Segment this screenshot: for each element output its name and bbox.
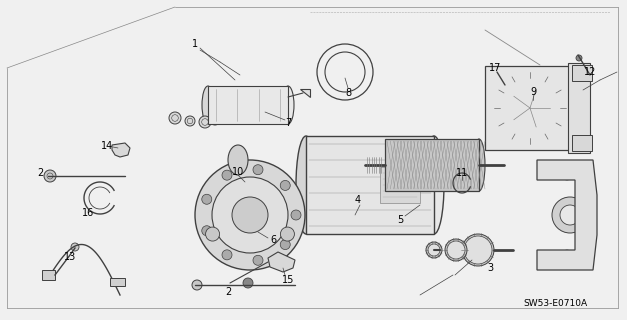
Circle shape — [317, 44, 373, 100]
Circle shape — [202, 226, 212, 236]
Circle shape — [280, 180, 290, 190]
Polygon shape — [537, 160, 597, 270]
Circle shape — [280, 240, 290, 250]
Circle shape — [506, 84, 554, 132]
Circle shape — [371, 211, 379, 219]
Text: 11: 11 — [456, 168, 468, 178]
Circle shape — [169, 112, 181, 124]
Text: 8: 8 — [345, 88, 351, 98]
Circle shape — [426, 242, 442, 258]
Circle shape — [500, 88, 540, 128]
Circle shape — [195, 160, 305, 270]
Circle shape — [447, 241, 465, 259]
Circle shape — [291, 210, 301, 220]
Circle shape — [428, 244, 440, 256]
Ellipse shape — [473, 139, 485, 191]
Circle shape — [562, 170, 572, 180]
Circle shape — [71, 243, 79, 251]
Polygon shape — [110, 278, 125, 286]
Polygon shape — [306, 136, 434, 234]
Ellipse shape — [282, 86, 294, 124]
Circle shape — [496, 75, 504, 83]
Circle shape — [232, 197, 268, 233]
Circle shape — [222, 250, 232, 260]
Text: 14: 14 — [101, 141, 113, 151]
Text: 13: 13 — [64, 252, 76, 262]
Polygon shape — [485, 66, 575, 150]
Circle shape — [552, 197, 588, 233]
Circle shape — [445, 239, 467, 261]
Circle shape — [206, 227, 219, 241]
Circle shape — [253, 255, 263, 265]
Text: 12: 12 — [584, 67, 596, 77]
Polygon shape — [112, 143, 130, 157]
Ellipse shape — [377, 139, 393, 191]
Circle shape — [222, 170, 232, 180]
Circle shape — [253, 165, 263, 175]
Circle shape — [192, 280, 202, 290]
Text: 5: 5 — [397, 215, 403, 225]
Text: 7: 7 — [285, 118, 291, 128]
Text: 17: 17 — [489, 63, 501, 73]
Circle shape — [199, 116, 211, 128]
Circle shape — [280, 227, 295, 241]
Ellipse shape — [228, 145, 248, 175]
Polygon shape — [572, 65, 592, 81]
Text: 2: 2 — [37, 168, 43, 178]
Text: 6: 6 — [270, 235, 276, 245]
Circle shape — [577, 138, 587, 148]
Circle shape — [185, 116, 195, 126]
Text: 16: 16 — [82, 208, 94, 218]
Circle shape — [212, 177, 288, 253]
Circle shape — [462, 234, 494, 266]
Circle shape — [562, 250, 572, 260]
Circle shape — [464, 236, 492, 264]
Text: 4: 4 — [355, 195, 361, 205]
Polygon shape — [300, 89, 310, 97]
Ellipse shape — [424, 136, 444, 234]
Polygon shape — [268, 252, 295, 272]
Circle shape — [494, 72, 566, 144]
Text: SW53-E0710A: SW53-E0710A — [523, 299, 587, 308]
Polygon shape — [572, 135, 592, 151]
Circle shape — [576, 55, 582, 61]
Polygon shape — [568, 63, 590, 153]
Circle shape — [577, 68, 587, 78]
Text: 9: 9 — [530, 87, 536, 97]
Circle shape — [325, 52, 365, 92]
Circle shape — [243, 278, 253, 288]
Circle shape — [560, 205, 580, 225]
Ellipse shape — [296, 136, 316, 234]
Text: 10: 10 — [232, 167, 244, 177]
Circle shape — [508, 96, 532, 120]
Text: 3: 3 — [487, 263, 493, 273]
Polygon shape — [42, 270, 55, 280]
Polygon shape — [385, 139, 479, 191]
Text: 2: 2 — [225, 287, 231, 297]
Polygon shape — [208, 86, 288, 124]
Polygon shape — [380, 167, 420, 203]
Circle shape — [371, 151, 379, 159]
Ellipse shape — [369, 155, 377, 175]
Circle shape — [44, 170, 56, 182]
Ellipse shape — [202, 86, 214, 124]
Circle shape — [522, 100, 538, 116]
Text: 1: 1 — [192, 39, 198, 49]
Circle shape — [210, 115, 220, 125]
Circle shape — [202, 194, 212, 204]
Text: 15: 15 — [282, 275, 294, 285]
